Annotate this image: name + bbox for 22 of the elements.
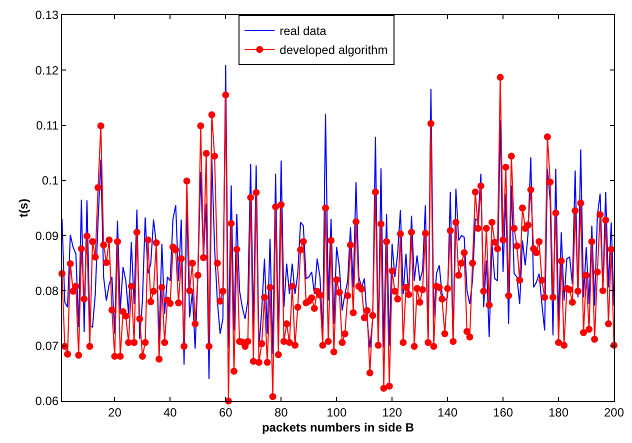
legend-label: real data (280, 24, 327, 38)
x-tick-label: 40 (164, 405, 178, 420)
legend-label: developed algorithm (280, 43, 388, 58)
y-tick-label: 0.13 (35, 8, 59, 22)
y-tick-label: 0.07 (35, 339, 59, 354)
x-tick-label: 160 (493, 405, 514, 420)
y-tick-label: 0.12 (35, 63, 59, 78)
x-tick-label: 20 (108, 405, 122, 420)
y-axis-title: t(s) (16, 198, 31, 218)
y-tick-label: 0.06 (35, 394, 59, 408)
y-tick-label: 0.11 (36, 118, 59, 132)
x-tick-label: 140 (438, 405, 458, 420)
x-tick-label: 200 (604, 405, 624, 420)
x-tick-label: 60 (218, 405, 233, 420)
x-tick-label: 100 (326, 405, 347, 420)
x-tick-label: 120 (382, 405, 402, 420)
y-tick-label: 0.08 (35, 284, 59, 298)
y-tick-label: 0.1 (42, 174, 59, 188)
y-tick-label: 0.09 (35, 228, 59, 243)
x-axis-title: packets numbers in side B (262, 420, 414, 434)
x-tick-label: 180 (548, 405, 569, 420)
x-tick-label: 80 (274, 405, 288, 420)
